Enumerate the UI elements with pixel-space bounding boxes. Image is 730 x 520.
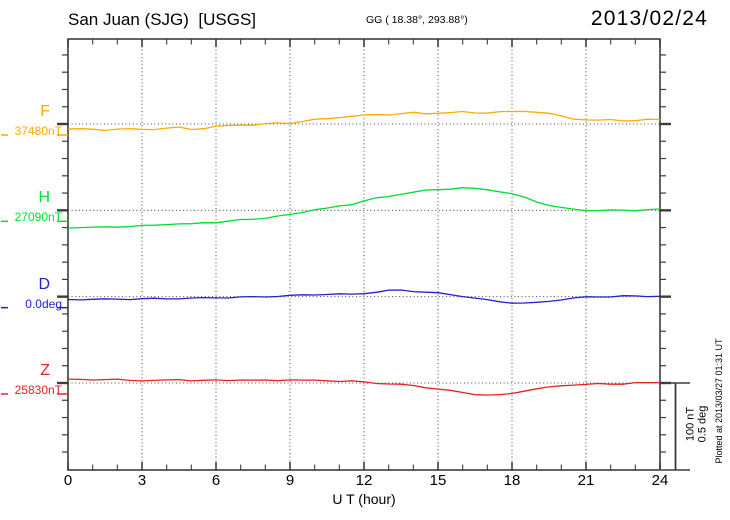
- plot-timestamp-note: Plotted at 2013/03/27 01:31 UT: [714, 338, 724, 464]
- trace-label-d: D 0.0deg: [0, 276, 62, 311]
- x-tick-label: 3: [137, 472, 147, 489]
- trace-baseline-value-d: 0.0deg: [25, 296, 62, 311]
- trace-z: [67, 378, 661, 396]
- x-tick-label: 0: [63, 472, 73, 489]
- trace-letter-z: Z: [40, 362, 50, 379]
- trace-label-f: F 37480nT: [0, 103, 62, 138]
- x-tick-label: 18: [503, 472, 521, 489]
- observatory-coordinates: GG ( 18.38°, 293.88°): [366, 14, 468, 26]
- x-tick-label: 24: [651, 472, 669, 489]
- trace-baseline-value-f: 37480nT: [14, 124, 62, 138]
- trace-f: [67, 110, 661, 132]
- trace-letter-d: D: [38, 275, 50, 293]
- x-tick-label: 6: [211, 472, 221, 489]
- trace-baseline-value-z: 25830nT: [14, 383, 62, 397]
- x-tick-label: 21: [577, 472, 595, 489]
- trace-d: [67, 289, 661, 304]
- station-title: San Juan (SJG) [USGS]: [68, 10, 257, 29]
- scale-bar-label: 100 nT 0.5 deg: [684, 405, 709, 443]
- trace-baseline-value-h: 27090nT: [14, 210, 62, 225]
- trace-letter-h: H: [38, 189, 50, 207]
- plot-date: 2013/02/24: [590, 7, 708, 30]
- scale-nt-label: 100 nT: [684, 406, 697, 442]
- scale-deg-label: 0.5 deg: [696, 405, 708, 443]
- trace-h: [67, 187, 661, 229]
- x-tick-label: 9: [285, 472, 295, 489]
- trace-label-h: H 27090nT: [0, 189, 62, 224]
- trace-letter-f: F: [40, 103, 50, 120]
- x-axis-label: U T (hour): [332, 491, 396, 507]
- x-tick-label: 12: [355, 472, 373, 489]
- trace-label-z: Z 25830nT: [0, 362, 62, 397]
- x-tick-label: 15: [429, 472, 447, 489]
